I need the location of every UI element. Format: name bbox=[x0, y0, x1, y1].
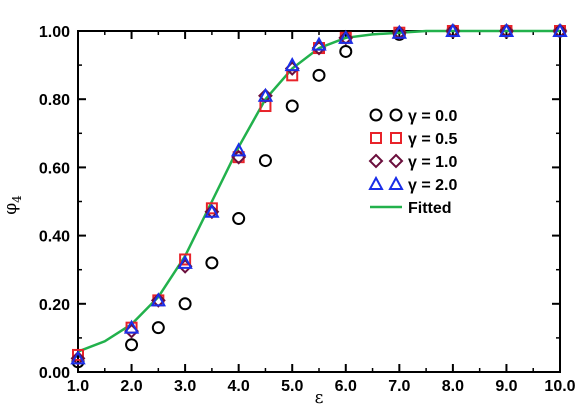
x-tick-label: 1.0 bbox=[67, 378, 89, 395]
data-point-triangle bbox=[311, 36, 327, 51]
x-tick-label: 8.0 bbox=[442, 378, 464, 395]
data-point-triangle bbox=[177, 254, 193, 269]
y-tick-label: 0.00 bbox=[39, 365, 70, 382]
legend-swatch-diamond bbox=[388, 153, 404, 169]
y-tick-label: 1.00 bbox=[39, 24, 70, 41]
x-tick-label: 10.0 bbox=[544, 378, 575, 395]
y-axis-title-main: φ bbox=[1, 203, 21, 215]
svg-text:φ4: φ4 bbox=[1, 195, 24, 215]
legend-swatch-diamond bbox=[368, 153, 384, 169]
legend-label: γ = 2.0 bbox=[408, 177, 457, 194]
data-point-triangle bbox=[552, 22, 568, 37]
legend-swatch-circle bbox=[389, 108, 403, 122]
data-point-triangle bbox=[204, 203, 220, 218]
x-tick-label: 3.0 bbox=[174, 378, 196, 395]
legend-swatch-triangle bbox=[388, 175, 404, 190]
data-point-circle bbox=[232, 212, 246, 226]
x-tick-label: 9.0 bbox=[495, 378, 517, 395]
legend-swatch-circle bbox=[369, 108, 383, 122]
legend-label: γ = 0.5 bbox=[408, 131, 457, 148]
y-axis-title: φ4 bbox=[1, 195, 24, 215]
y-tick-label: 0.20 bbox=[39, 297, 70, 314]
legend-label: γ = 1.0 bbox=[408, 154, 457, 171]
legend-label: Fitted bbox=[408, 200, 452, 217]
plot-frame bbox=[77, 30, 561, 373]
data-point-square bbox=[72, 348, 84, 361]
data-point-triangle bbox=[150, 292, 167, 307]
x-tick-label: 6.0 bbox=[335, 378, 357, 395]
x-tick-label: 4.0 bbox=[228, 378, 250, 395]
data-point-triangle bbox=[445, 22, 461, 37]
legend-swatch-triangle bbox=[368, 175, 384, 190]
data-point-circle bbox=[151, 321, 165, 335]
data-point-triangle bbox=[391, 24, 408, 39]
data-point-square bbox=[205, 202, 218, 215]
series-line-fitted bbox=[77, 29, 560, 353]
y-tick-label: 0.40 bbox=[39, 229, 70, 246]
data-point-circle bbox=[258, 154, 272, 168]
data-point-triangle bbox=[498, 22, 515, 37]
y-tick-label: 0.60 bbox=[39, 160, 70, 177]
x-axis-title: ε bbox=[315, 388, 324, 408]
data-point-triangle bbox=[230, 142, 247, 157]
x-tick-label: 2.0 bbox=[120, 378, 142, 395]
data-point-circle bbox=[312, 68, 326, 82]
legend-swatch-square bbox=[390, 132, 402, 144]
data-point-circle bbox=[125, 338, 139, 352]
x-tick-label: 5.0 bbox=[281, 378, 303, 395]
data-point-circle bbox=[205, 256, 219, 270]
y-axis-title-subscript: 4 bbox=[10, 195, 24, 203]
data-point-triangle bbox=[257, 87, 274, 102]
x-tick-label: 7.0 bbox=[388, 378, 410, 395]
data-point-triangle bbox=[284, 57, 300, 72]
legend-swatch-square bbox=[370, 132, 382, 144]
data-point-triangle bbox=[70, 350, 86, 365]
data-point-circle bbox=[178, 297, 192, 311]
data-point-triangle bbox=[338, 29, 354, 44]
legend-label: γ = 0.0 bbox=[408, 108, 457, 125]
data-point-circle bbox=[285, 99, 299, 113]
data-point-square bbox=[179, 253, 192, 266]
legend: γ = 0.0 γ = 0.5 γ = 1.0 γ = 2.0 Fitted bbox=[368, 108, 457, 217]
data-point-circle bbox=[339, 44, 353, 58]
data-point-triangle bbox=[123, 319, 140, 334]
y-tick-label: 0.80 bbox=[39, 92, 70, 109]
